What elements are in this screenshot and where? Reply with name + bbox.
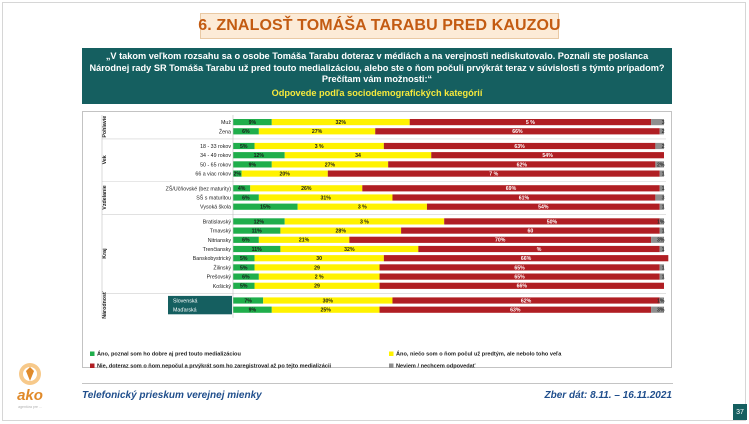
logo-text: ako — [17, 387, 43, 404]
logo-mark — [26, 367, 34, 381]
page-number: 37 — [733, 404, 747, 420]
footer-collection-date: Zber dát: 8.11. – 16.11.2021 — [544, 390, 672, 401]
question-subtitle: Odpovede podľa sociodemografických kateg… — [271, 87, 483, 98]
chart-frame — [82, 111, 672, 368]
footer-survey-type: Telefonický prieskum verejnej mienky — [82, 390, 262, 401]
slide-title: 6. ZNALOSŤ TOMÁŠA TARABU PRED KAUZOU — [198, 17, 561, 34]
logo-tagline: agentúra pre ... — [18, 405, 42, 409]
slide-title-box: 6. ZNALOSŤ TOMÁŠA TARABU PRED KAUZOU — [198, 13, 561, 39]
ako-logo: ako agentúra pre ... — [17, 363, 43, 409]
footer-divider — [82, 383, 673, 384]
question-text: „V takom veľkom rozsahu sa o osobe Tomáš… — [89, 51, 665, 85]
question-box: „V takom veľkom rozsahu sa o osobe Tomáš… — [82, 48, 672, 104]
